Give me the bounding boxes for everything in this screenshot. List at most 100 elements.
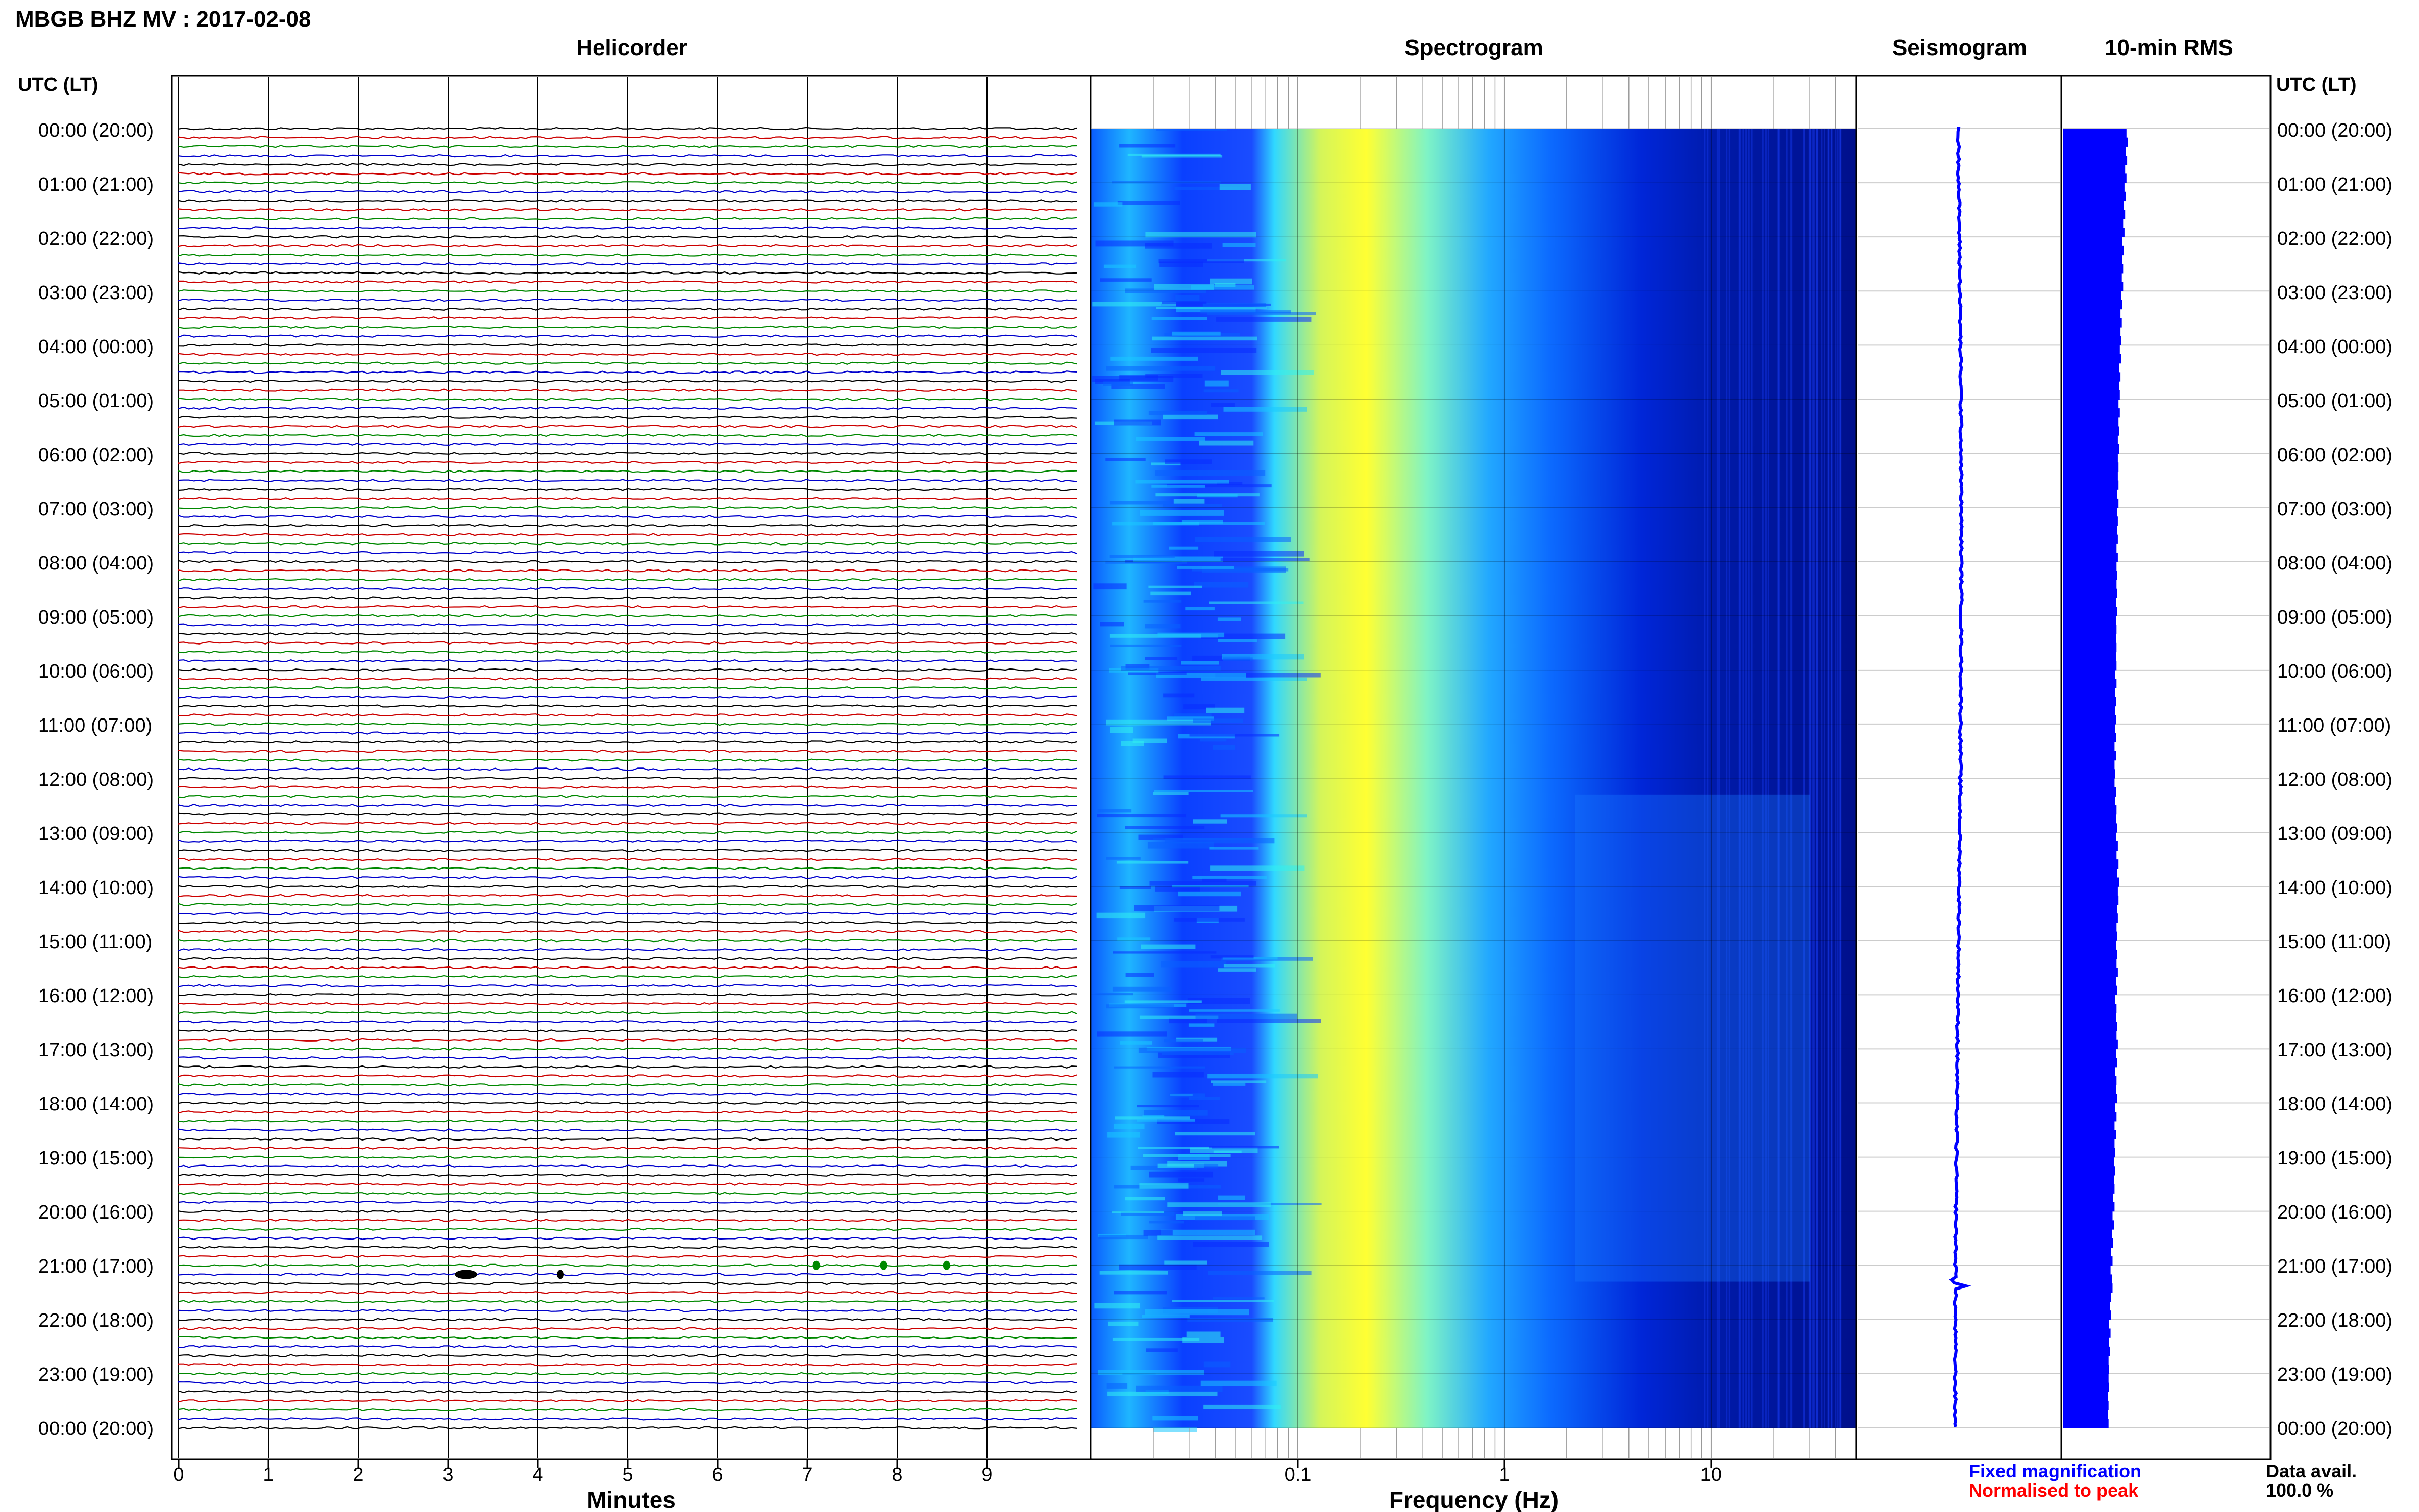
spectrogram-streak (1158, 259, 1244, 263)
spectrogram-streak (1193, 819, 1227, 824)
time-label: 21:00 (17:00) (2277, 1256, 2392, 1277)
helicorder-trace (178, 1354, 1077, 1357)
spectrogram-streak (1145, 657, 1178, 660)
time-label: 09:00 (05:00) (2277, 607, 2392, 628)
spectrogram-streak (1222, 654, 1304, 660)
spectrogram-streak (1111, 384, 1165, 389)
spectrogram-streak (1140, 510, 1224, 516)
spectrogram-streak (1097, 809, 1132, 813)
rms-bar (2063, 300, 2122, 310)
spectrogram-streak (1125, 973, 1154, 977)
time-label: 18:00 (14:00) (2277, 1094, 2392, 1115)
helicorder-trace (178, 1146, 1077, 1150)
helicorder-trace (178, 785, 1077, 789)
rms-bar (2063, 1166, 2115, 1176)
rms-bar (2063, 543, 2117, 553)
helicorder-trace (178, 1399, 1077, 1403)
rms-bar (2063, 715, 2116, 725)
helicorder-trace (178, 686, 1077, 690)
helicorder-trace (178, 226, 1077, 230)
helicorder-trace (178, 199, 1077, 203)
helicorder-trace (178, 921, 1077, 925)
rms-bar (2063, 940, 2116, 950)
x-tick-label: 9 (981, 1464, 992, 1485)
spectrogram-feature (1575, 794, 1810, 1282)
spectrogram-streak (1189, 1009, 1280, 1012)
spectrogram-streak (1143, 1230, 1173, 1236)
helicorder-trace (178, 1011, 1077, 1014)
helicorder-trace (178, 776, 1077, 780)
helicorder-trace (178, 515, 1077, 518)
helicorder-trace (178, 1417, 1077, 1421)
helicorder-trace (178, 208, 1077, 212)
time-label: 02:00 (22:00) (38, 228, 154, 250)
helicorder-event (880, 1260, 887, 1270)
time-label: 03:00 (23:00) (38, 282, 154, 304)
time-labels-left: 00:00 (20:00) 01:00 (21:00) 02:00 (22:00… (38, 120, 154, 1440)
time-label: 07:00 (03:00) (38, 499, 154, 520)
x-tick-label: 1 (1499, 1464, 1510, 1485)
helicorder-trace (178, 957, 1077, 960)
helicorder-trace (178, 812, 1077, 816)
time-labels-right: 00:00 (20:00) 01:00 (21:00) 02:00 (22:00… (2277, 120, 2392, 1440)
rms-bar (2063, 841, 2118, 851)
spectrogram-streak (1202, 303, 1266, 309)
spectrogram-streak (1200, 1380, 1277, 1386)
time-label: 15:00 (11:00) (2277, 931, 2391, 953)
helicorder-trace (178, 587, 1077, 590)
spectrogram-streak (1145, 374, 1203, 378)
time-label: 14:00 (10:00) (2277, 877, 2392, 899)
spectrogram-streak (1175, 295, 1200, 301)
spectrogram-streak (1119, 1264, 1197, 1270)
spectrogram-streak (1119, 144, 1176, 148)
spectrogram-streak (1105, 458, 1146, 461)
rms-bar (2063, 471, 2118, 481)
time-label: 09:00 (05:00) (38, 607, 154, 628)
spectrogram-streak (1174, 186, 1240, 190)
helicorder-trace (178, 632, 1077, 636)
rms-bar (2063, 1121, 2115, 1131)
helicorder-event (557, 1270, 564, 1279)
rms-bar (2063, 318, 2122, 328)
spectrogram-texture (1092, 129, 1842, 1432)
spectrogram-streak (1195, 1216, 1255, 1221)
helicorder-trace (178, 903, 1077, 906)
spectrogram-streak (1139, 1183, 1189, 1189)
spectrogram-streak (1178, 891, 1241, 897)
legend-normalised-to-peak: Normalised to peak (1969, 1480, 2139, 1501)
spectrogram-streak (1112, 1337, 1200, 1341)
spectrogram-streak (1142, 1115, 1165, 1118)
spectrogram-streak (1157, 632, 1225, 638)
helicorder-trace (178, 740, 1077, 744)
time-label: 00:00 (20:00) (38, 1418, 154, 1440)
rms-bar (2063, 1039, 2118, 1050)
spectrogram-streak (1216, 317, 1312, 322)
spectrogram-streak (1186, 1331, 1221, 1337)
time-label: 11:00 (07:00) (38, 715, 152, 736)
helicorder-trace (178, 1209, 1077, 1213)
rms-bar (2063, 949, 2117, 959)
spectrogram-streak (1169, 1093, 1205, 1098)
helicorder-trace (178, 911, 1077, 915)
helicorder-trace (178, 767, 1077, 771)
spectrogram-streak (1195, 1013, 1297, 1019)
rms-bar (2063, 1031, 2117, 1040)
time-label: 05:00 (01:00) (2277, 390, 2392, 412)
helicorder-xlabel: Minutes (587, 1486, 676, 1512)
x-tick-label: 5 (622, 1464, 633, 1485)
spectrogram-streak (1223, 964, 1276, 968)
rms-bar (2063, 679, 2117, 688)
spectrogram-streak (1097, 814, 1186, 818)
spectrogram-streak (1098, 1370, 1204, 1375)
rms-bar (2063, 877, 2119, 887)
spectrogram-streak (1155, 470, 1266, 476)
data-avail-label: Data avail. (2266, 1460, 2357, 1481)
time-label: 17:00 (13:00) (2277, 1039, 2392, 1061)
spectrogram-streak (1137, 1119, 1195, 1122)
helicorder-trace (178, 984, 1077, 987)
spectrogram-streak (1153, 1427, 1197, 1432)
helicorder-x-axis: 0 1 2 3 4 5 6 7 8 9 (173, 1459, 993, 1485)
spectrogram-streak (1211, 403, 1235, 407)
spectrogram-streak (1178, 1154, 1210, 1160)
rms-bar (2063, 1022, 2117, 1031)
